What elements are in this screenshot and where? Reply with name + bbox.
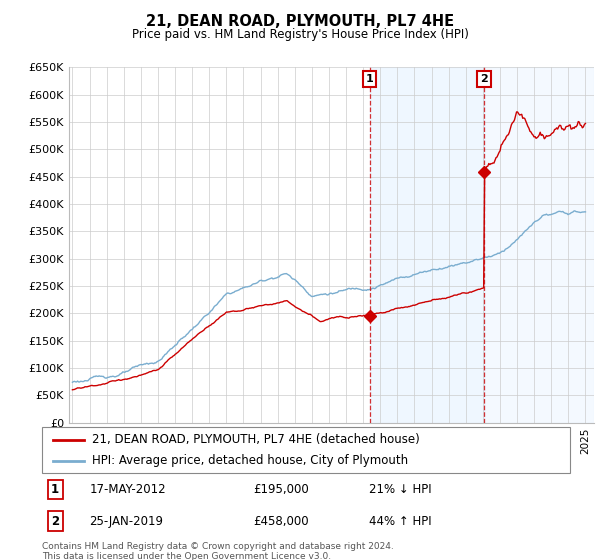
Text: 21, DEAN ROAD, PLYMOUTH, PL7 4HE (detached house): 21, DEAN ROAD, PLYMOUTH, PL7 4HE (detach… [92, 433, 420, 446]
FancyBboxPatch shape [42, 427, 570, 473]
Bar [484, 67, 594, 423]
Text: 1: 1 [366, 74, 374, 84]
Text: £458,000: £458,000 [253, 515, 309, 528]
Text: 25-JAN-2019: 25-JAN-2019 [89, 515, 164, 528]
Text: 17-MAY-2012: 17-MAY-2012 [89, 483, 166, 496]
Text: £195,000: £195,000 [253, 483, 309, 496]
Text: 2: 2 [480, 74, 488, 84]
Text: 1: 1 [51, 483, 59, 496]
Text: 21% ↓ HPI: 21% ↓ HPI [370, 483, 432, 496]
Text: 21, DEAN ROAD, PLYMOUTH, PL7 4HE: 21, DEAN ROAD, PLYMOUTH, PL7 4HE [146, 14, 454, 29]
Text: 44% ↑ HPI: 44% ↑ HPI [370, 515, 432, 528]
Bar [370, 67, 484, 423]
Text: 2: 2 [51, 515, 59, 528]
Text: Price paid vs. HM Land Registry's House Price Index (HPI): Price paid vs. HM Land Registry's House … [131, 28, 469, 41]
Text: HPI: Average price, detached house, City of Plymouth: HPI: Average price, detached house, City… [92, 454, 408, 467]
Text: Contains HM Land Registry data © Crown copyright and database right 2024.
This d: Contains HM Land Registry data © Crown c… [42, 542, 394, 560]
